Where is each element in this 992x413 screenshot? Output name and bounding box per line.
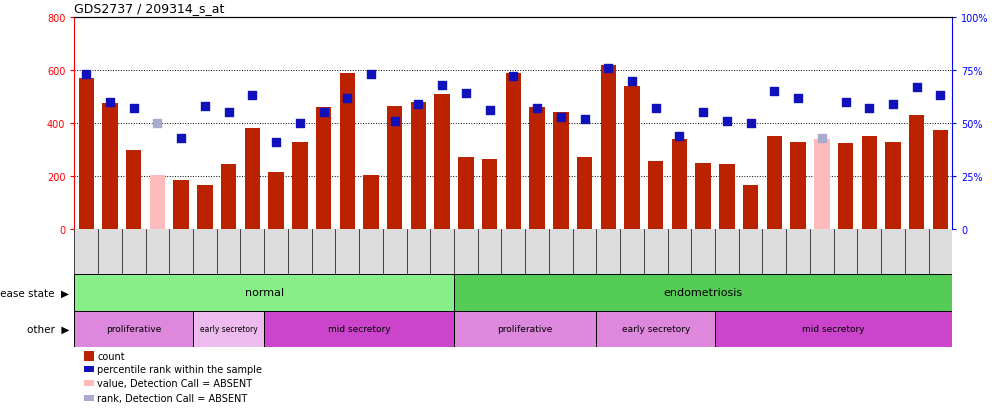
Point [244,93,260,100]
Text: proliferative: proliferative [498,325,553,334]
Text: normal: normal [245,288,284,298]
Bar [506,74,521,230]
Point [624,78,640,85]
Point [576,116,592,123]
Text: proliferative: proliferative [106,325,162,334]
Point [458,91,474,97]
Text: disease state  ▶: disease state ▶ [0,288,69,298]
Point [791,95,806,102]
Point [529,106,545,112]
Bar [339,74,355,230]
Bar [269,173,284,230]
Text: endometriosis: endometriosis [664,288,743,298]
Bar [78,79,94,230]
Point [315,110,331,116]
Point [909,84,925,91]
Bar [838,144,853,230]
Point [174,135,189,142]
Bar [245,129,260,230]
Bar [197,186,212,230]
Bar [596,311,715,347]
Bar [600,66,616,230]
Bar [454,274,952,311]
Point [695,110,711,116]
Bar [624,87,640,230]
Bar [695,164,711,230]
Point [197,104,213,110]
Bar [387,107,403,230]
Point [861,106,877,112]
Point [150,121,166,127]
Bar [292,142,308,230]
Bar [458,158,473,230]
Bar [363,175,379,230]
Bar [909,116,925,230]
Point [220,110,236,116]
Bar [932,131,948,230]
Point [482,108,498,114]
Point [102,99,118,106]
Point [648,106,664,112]
Bar [221,165,236,230]
Bar [150,175,165,230]
Point [268,140,284,146]
Point [672,133,687,140]
Text: percentile rank within the sample: percentile rank within the sample [97,364,262,374]
Bar [530,108,545,230]
Text: rank, Detection Call = ABSENT: rank, Detection Call = ABSENT [97,393,247,403]
Text: GDS2737 / 209314_s_at: GDS2737 / 209314_s_at [74,2,225,15]
Bar [174,180,188,230]
Text: early secretory: early secretory [199,325,258,334]
Bar [767,137,782,230]
Point [292,121,308,127]
Point [363,72,379,78]
Text: early secretory: early secretory [622,325,689,334]
Point [505,74,521,81]
Bar [576,158,592,230]
Bar [193,311,264,347]
Bar [648,162,664,230]
Point [719,118,735,125]
Point [932,93,948,100]
Text: value, Detection Call = ABSENT: value, Detection Call = ABSENT [97,378,252,388]
Bar [554,113,568,230]
Point [434,82,450,89]
Point [600,65,616,72]
Bar [814,140,829,230]
Bar [715,311,952,347]
Bar [126,150,142,230]
Bar [315,108,331,230]
Bar [102,104,118,230]
Bar [482,159,497,230]
Point [767,89,783,95]
Point [743,121,759,127]
Bar [885,142,901,230]
Text: mid secretory: mid secretory [803,325,865,334]
Bar [264,311,454,347]
Point [78,72,94,78]
Bar [454,311,596,347]
Bar [672,140,687,230]
Bar [411,102,427,230]
Point [126,106,142,112]
Text: other  ▶: other ▶ [27,324,69,334]
Point [339,95,355,102]
Point [387,118,403,125]
Bar [74,311,193,347]
Point [813,135,829,142]
Point [885,101,901,108]
Text: mid secretory: mid secretory [327,325,391,334]
Bar [862,137,877,230]
Point [837,99,853,106]
Text: count: count [97,351,125,361]
Bar [434,95,450,230]
Bar [74,274,454,311]
Point [553,114,568,121]
Bar [743,186,758,230]
Bar [719,165,735,230]
Point [411,101,427,108]
Bar [791,142,806,230]
